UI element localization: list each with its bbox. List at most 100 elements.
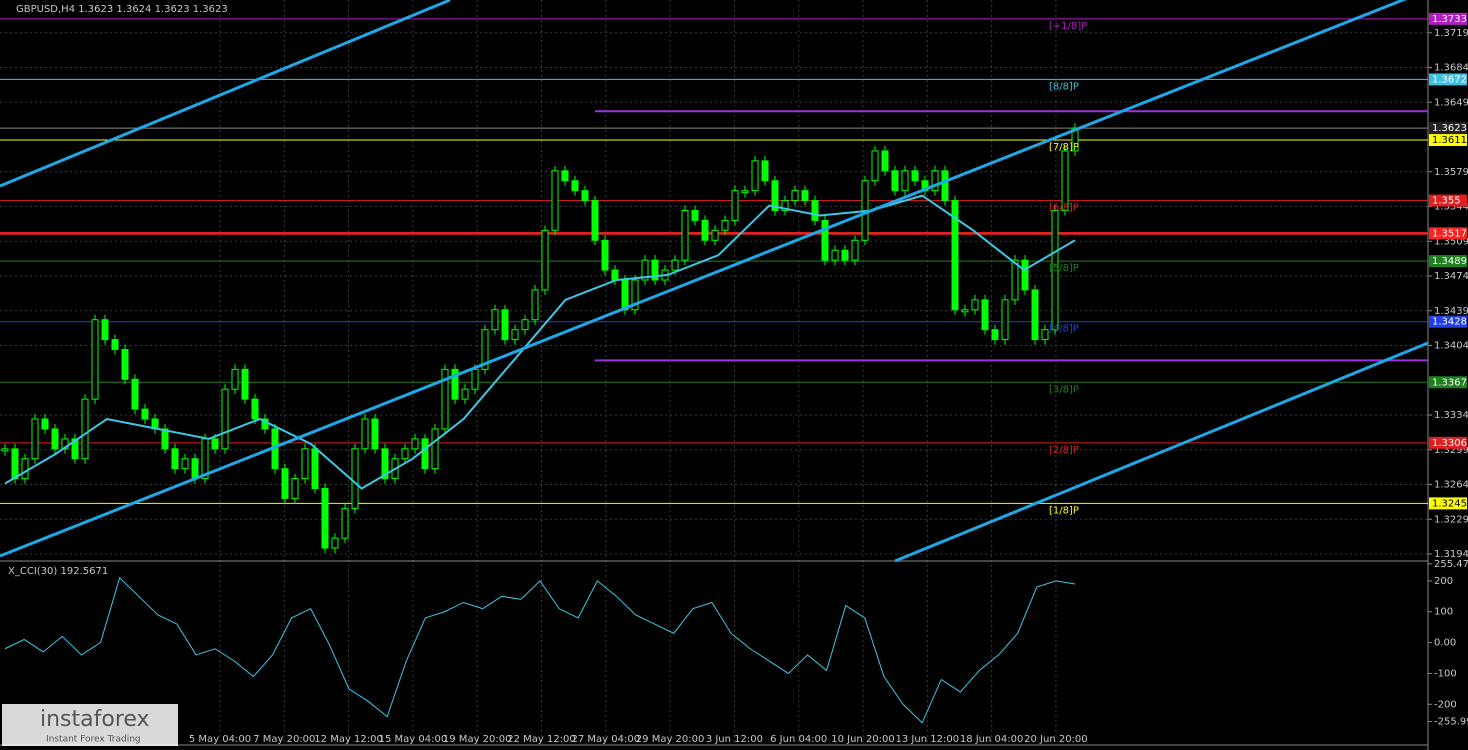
candle <box>961 309 969 313</box>
candle <box>101 319 109 341</box>
grid <box>0 0 1428 745</box>
candle <box>11 448 19 480</box>
candle <box>681 209 689 261</box>
candle <box>1071 127 1079 152</box>
candle <box>171 448 179 470</box>
murrey-label: [2/8]P <box>1049 445 1079 456</box>
candle <box>751 160 759 192</box>
y-tick-label: 1.3684 <box>1434 63 1468 74</box>
x-tick-label: 29 May 20:00 <box>636 734 705 745</box>
candle <box>901 170 909 192</box>
candle <box>671 259 679 271</box>
y-tick-label: 1.3334 <box>1434 410 1468 421</box>
candle <box>181 458 189 470</box>
level-label: 1.3489 <box>1432 256 1467 267</box>
candle <box>411 438 419 450</box>
candle <box>761 160 769 182</box>
candle <box>931 170 939 192</box>
candle <box>191 458 199 480</box>
candle <box>301 448 309 480</box>
candle <box>361 418 369 450</box>
y-tick-label: 1.3439 <box>1434 306 1468 317</box>
level-box <box>1429 12 1467 25</box>
candle <box>401 448 409 460</box>
candle <box>631 279 639 311</box>
candle <box>501 309 509 341</box>
x-tick-label: 5 May 04:00 <box>189 734 251 745</box>
level-box <box>1429 194 1467 207</box>
candle <box>451 368 459 400</box>
x-tick-label: 19 May 20:00 <box>443 734 512 745</box>
candle <box>351 448 359 509</box>
y-tick-label: 1.3719 <box>1434 28 1468 39</box>
x-tick-label: 6 Jun 04:00 <box>770 734 827 745</box>
logo-box <box>2 704 178 746</box>
candle <box>811 200 819 221</box>
candle <box>421 438 429 470</box>
y-tick-label: 1.3509 <box>1434 236 1468 247</box>
candle <box>341 507 349 539</box>
level-label: 1.3306 <box>1432 438 1467 449</box>
level-box <box>1429 497 1467 510</box>
y-tick-label: 1.3649 <box>1434 97 1468 108</box>
candle <box>711 229 719 241</box>
logo-name: instaforex <box>40 707 150 732</box>
overlay: 1.3719 1.3684 1.3649 1.3579 1.3544 1.3509 1.34… <box>189 12 1468 745</box>
x-tick-label: 3 Jun 12:00 <box>706 734 763 745</box>
candle <box>611 269 619 281</box>
cci-tick-label: 255.4768 <box>1434 559 1468 570</box>
current-price-box <box>1429 122 1467 135</box>
candle <box>731 190 739 221</box>
y-tick-label: 1.3544 <box>1434 202 1468 213</box>
level-box <box>1429 134 1467 146</box>
candle <box>311 448 319 490</box>
level-box <box>1429 73 1467 86</box>
level-label: 1.3611 <box>1432 135 1467 146</box>
candle <box>1001 299 1009 341</box>
cci-label: X_CCI(30) 192.5671 <box>8 566 108 577</box>
candle <box>331 537 339 549</box>
candle <box>851 239 859 261</box>
cci-line <box>4 576 1076 724</box>
candle <box>1 448 9 452</box>
candle <box>981 299 989 331</box>
level-label: 1.3517 <box>1432 228 1467 239</box>
murrey-label: [5/8]P <box>1049 263 1079 274</box>
candle <box>701 219 709 241</box>
cci-tick-label: 0.00 <box>1434 638 1456 649</box>
murrey-label: [3/8]P <box>1049 384 1079 395</box>
level-label: 1.3245 <box>1432 498 1467 509</box>
candle <box>871 150 879 182</box>
candle <box>211 438 219 450</box>
candle <box>721 219 729 231</box>
channel-line <box>0 0 451 188</box>
level-box <box>1429 315 1467 328</box>
candle <box>511 329 519 341</box>
candle <box>831 249 839 261</box>
level-box <box>1429 227 1467 240</box>
current-price-label: 1.3623 <box>1432 123 1467 134</box>
candle <box>651 259 659 281</box>
candle <box>1041 329 1049 341</box>
murrey-label: [8/8]P <box>1049 81 1079 92</box>
candle <box>571 180 579 192</box>
candle <box>21 458 29 480</box>
candle <box>121 349 129 380</box>
x-tick-label: 20 Jun 20:00 <box>1024 734 1088 745</box>
murrey-label: [+1/8]P <box>1049 21 1087 32</box>
level-label: 1.3428 <box>1432 317 1467 328</box>
level-box <box>1429 255 1467 268</box>
murrey-label: [1/8]P <box>1049 505 1079 516</box>
candle <box>541 229 549 291</box>
candle <box>241 368 249 400</box>
candle <box>991 329 999 341</box>
candle <box>371 418 379 450</box>
x-tick-label: 13 Jun 12:00 <box>896 734 960 745</box>
cci-tick-label: 200 <box>1434 576 1453 587</box>
x-tick-label: 27 May 04:00 <box>572 734 641 745</box>
candle <box>251 398 259 420</box>
candle <box>491 309 499 331</box>
level-label: 1.3672 <box>1432 74 1467 85</box>
logo-tagline: Instant Forex Trading <box>46 735 141 745</box>
